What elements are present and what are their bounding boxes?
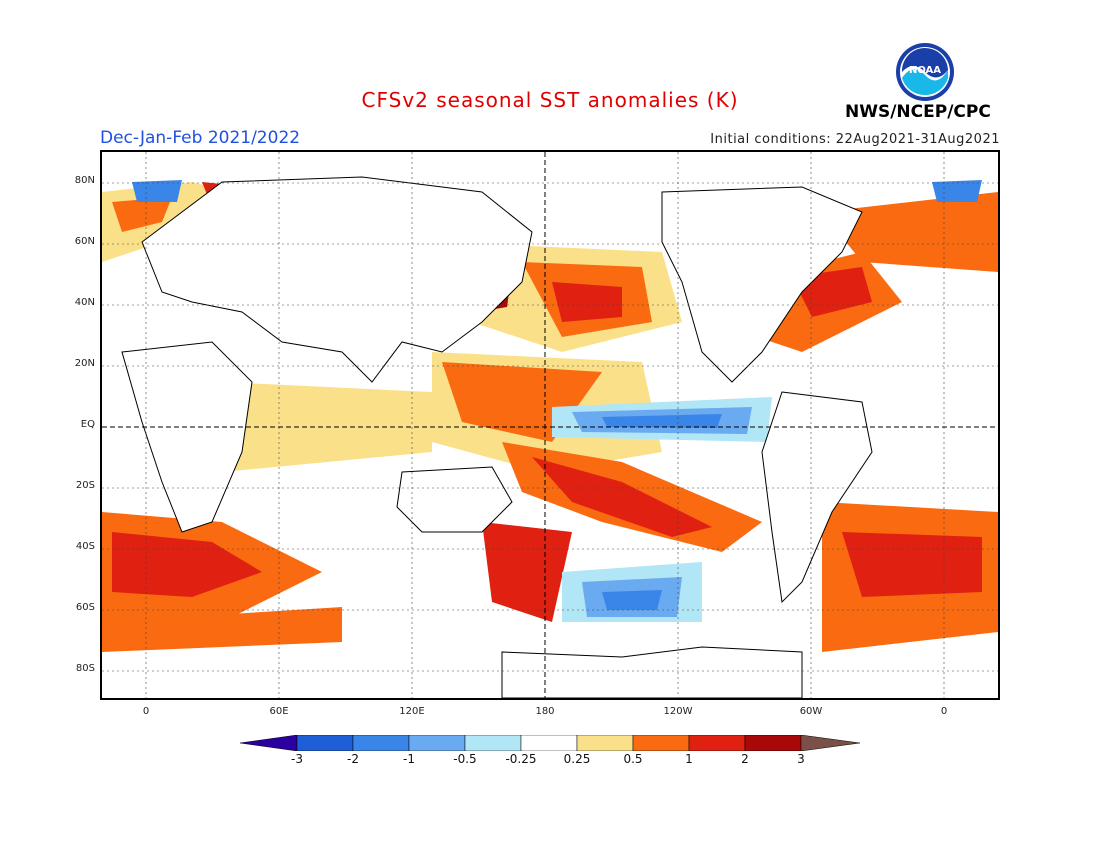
lat-label-60n: 60N	[74, 236, 95, 247]
lon-label-60w: 60W	[799, 706, 823, 717]
colorbar-bin-6	[576, 735, 634, 751]
lon-label-120w: 120W	[663, 706, 693, 717]
colorbar-label-0-5: 0.5	[623, 752, 643, 766]
tasman-warm-core	[482, 522, 572, 622]
colorbar-label-neg1: -1	[403, 752, 415, 766]
colorbar-label-neg3: -3	[291, 752, 303, 766]
australia-outline	[396, 466, 513, 533]
initial-conditions-label: Initial conditions: 22Aug2021-31Aug2021	[710, 132, 1000, 147]
logo-text: NOAA	[909, 65, 941, 76]
graticule	[102, 152, 998, 698]
south-america-outline	[761, 391, 873, 604]
colorbar-label-neg0-5: -0.5	[453, 752, 477, 766]
colorbar-label-0-25: 0.25	[563, 752, 591, 766]
colorbar-bin-3	[408, 735, 466, 751]
colorbar-bin-8	[688, 735, 746, 751]
africa-outline	[121, 341, 253, 533]
antarctic-warm-band	[102, 607, 342, 652]
lat-label-20n: 20N	[74, 358, 95, 369]
noaa-logo-icon: NOAA	[896, 43, 954, 101]
lat-label-40n: 40N	[74, 297, 95, 308]
cool-anomaly-areas	[132, 180, 982, 622]
chart-title: CFSv2 seasonal SST anomalies (K)	[361, 88, 739, 112]
colorbar-label-1: 1	[685, 752, 693, 766]
lon-label-0-west: 0	[142, 706, 150, 717]
lat-label-20s: 20S	[75, 480, 95, 491]
lat-label-80s: 80S	[75, 663, 95, 674]
lon-label-0-east: 0	[940, 706, 948, 717]
colorbar-label-3: 3	[797, 752, 805, 766]
south-pacific-warm-core	[532, 457, 712, 537]
lat-label-eq: EQ	[80, 419, 95, 430]
lon-label-60e: 60E	[269, 706, 289, 717]
agency-label: NWS/NCEP/CPC	[845, 102, 991, 122]
season-label: Dec-Jan-Feb 2021/2022	[100, 128, 301, 148]
colorbar	[240, 735, 861, 751]
map-canvas	[102, 152, 998, 698]
labrador-cool-core	[132, 180, 182, 202]
southern-ocean-warm-west-core	[112, 532, 262, 597]
north-atlantic-east-warm-area	[822, 192, 998, 272]
colorbar-low-triangle	[240, 735, 298, 751]
north-pacific-warm-center	[552, 282, 622, 322]
eurasia-outline	[141, 176, 533, 383]
antarctica-outline	[501, 646, 803, 698]
colorbar-label-neg0-25: -0.25	[505, 752, 537, 766]
sst-anomaly-map	[100, 150, 1000, 700]
southeast-pacific-cool-center	[602, 590, 662, 610]
colorbar-bin-1	[296, 735, 354, 751]
colorbar-high-triangle	[800, 735, 861, 751]
lat-label-40s: 40S	[75, 541, 95, 552]
colorbar-bin-9	[744, 735, 802, 751]
colorbar-bin-4	[464, 735, 522, 751]
equatorial-pacific-cool-center	[602, 414, 722, 428]
atlantic-warm-core	[112, 197, 172, 232]
colorbar-bin-5	[520, 735, 578, 751]
reference-lines	[102, 152, 998, 698]
southern-ocean-warm-east-core	[842, 532, 982, 597]
north-america-outline	[661, 186, 863, 383]
labrador-cool-core-east	[932, 180, 982, 202]
lat-label-60s: 60S	[75, 602, 95, 613]
colorbar-bin-7	[632, 735, 690, 751]
lon-label-180: 180	[535, 706, 555, 717]
continents	[121, 176, 873, 698]
lon-label-120e: 120E	[399, 706, 425, 717]
lat-label-80n: 80N	[74, 175, 95, 186]
colorbar-bin-2	[352, 735, 410, 751]
colorbar-label-2: 2	[741, 752, 749, 766]
colorbar-label-neg2: -2	[347, 752, 359, 766]
